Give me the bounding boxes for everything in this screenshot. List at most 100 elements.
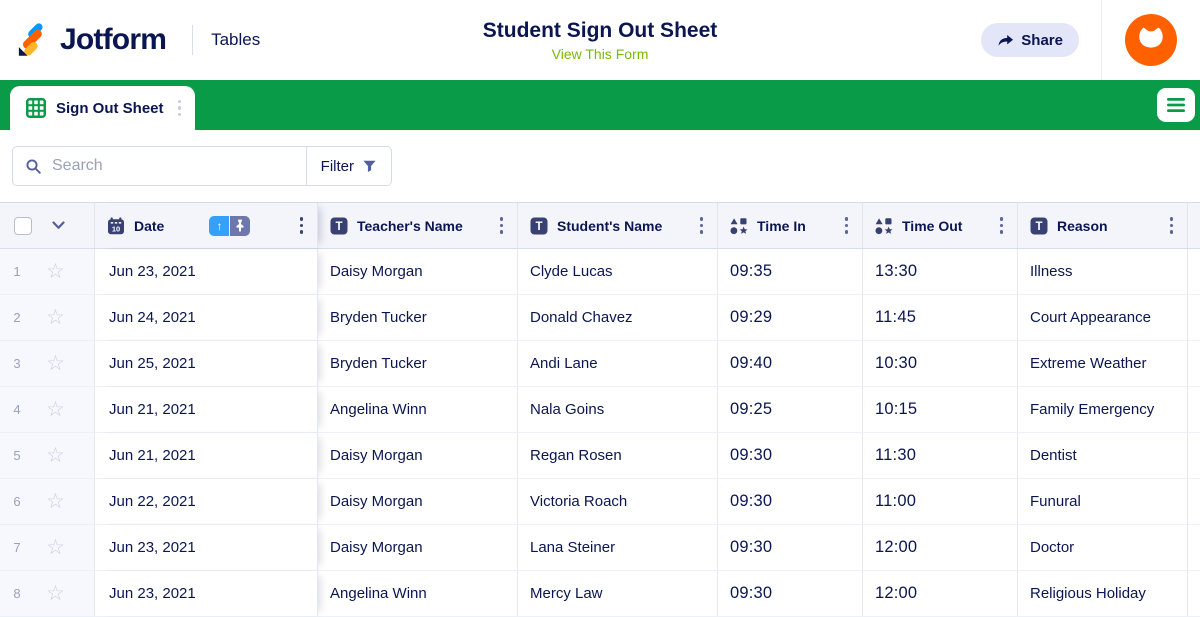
student-name-cell[interactable]: Andi Lane [518, 341, 718, 386]
column-menu-icon[interactable] [496, 214, 507, 238]
date-cell[interactable]: Jun 21, 2021 [95, 387, 318, 432]
student-name-cell[interactable]: Nala Goins [518, 387, 718, 432]
filter-button[interactable]: Filter [305, 147, 391, 185]
sort-ascending-badge[interactable]: ↑ [209, 215, 230, 236]
table-row: 6 ☆ Jun 22, 2021 Daisy Morgan Victoria R… [0, 479, 1200, 525]
partial-cell [1188, 295, 1200, 340]
time-out-cell[interactable]: 12:00 [863, 525, 1018, 570]
column-label: Teacher's Name [357, 217, 463, 234]
date-cell[interactable]: Jun 21, 2021 [95, 433, 318, 478]
column-header-time-in[interactable]: Time In [718, 203, 863, 248]
text-field-icon: T [330, 217, 348, 235]
search-box [13, 147, 306, 185]
time-out-cell[interactable]: 13:30 [863, 249, 1018, 294]
row-number: 5 [13, 448, 21, 463]
favorite-star-icon[interactable]: ☆ [46, 536, 65, 559]
column-menu-icon[interactable] [296, 214, 307, 238]
favorite-star-icon[interactable]: ☆ [46, 306, 65, 329]
brand-area[interactable]: Jotform Tables [0, 21, 260, 59]
date-cell[interactable]: Jun 23, 2021 [95, 525, 318, 570]
time-out-cell[interactable]: 11:30 [863, 433, 1018, 478]
teacher-name-cell[interactable]: Daisy Morgan [318, 433, 518, 478]
tab-menu-icon[interactable] [174, 96, 185, 120]
student-name-cell[interactable]: Lana Steiner [518, 525, 718, 570]
time-out-cell[interactable]: 12:00 [863, 571, 1018, 616]
table-toolbar: Filter [0, 130, 1200, 202]
time-in-cell[interactable]: 09:25 [718, 387, 863, 432]
favorite-star-icon[interactable]: ☆ [46, 352, 65, 375]
favorite-star-icon[interactable]: ☆ [46, 444, 65, 467]
share-button-label: Share [1021, 31, 1063, 49]
column-menu-icon[interactable] [1166, 214, 1177, 238]
time-out-cell[interactable]: 10:15 [863, 387, 1018, 432]
hamburger-icon [1166, 97, 1186, 113]
reason-cell[interactable]: Court Appearance [1018, 295, 1188, 340]
column-menu-icon[interactable] [841, 214, 852, 238]
time-in-cell[interactable]: 09:30 [718, 525, 863, 570]
time-out-cell[interactable]: 11:00 [863, 479, 1018, 524]
share-button[interactable]: Share [981, 23, 1079, 57]
teacher-name-cell[interactable]: Daisy Morgan [318, 525, 518, 570]
time-in-cell[interactable]: 09:29 [718, 295, 863, 340]
widget-icon [730, 217, 748, 235]
column-header-time-out[interactable]: Time Out [863, 203, 1018, 248]
search-input[interactable] [52, 157, 294, 175]
favorite-star-icon[interactable]: ☆ [46, 260, 65, 283]
brand-name: Jotform [60, 23, 167, 56]
favorite-star-icon[interactable]: ☆ [46, 490, 65, 513]
user-avatar[interactable] [1125, 14, 1177, 66]
student-name-cell[interactable]: Clyde Lucas [518, 249, 718, 294]
reason-cell[interactable]: Family Emergency [1018, 387, 1188, 432]
teacher-name-cell[interactable]: Daisy Morgan [318, 249, 518, 294]
student-name-cell[interactable]: Donald Chavez [518, 295, 718, 340]
date-cell[interactable]: Jun 24, 2021 [95, 295, 318, 340]
pin-badge[interactable] [230, 215, 251, 236]
table-row: 7 ☆ Jun 23, 2021 Daisy Morgan Lana Stein… [0, 525, 1200, 571]
reason-cell[interactable]: Dentist [1018, 433, 1188, 478]
top-header: Jotform Tables Student Sign Out Sheet Vi… [0, 0, 1200, 80]
tab-sign-out-sheet[interactable]: Sign Out Sheet [10, 86, 195, 130]
column-header-reason[interactable]: T Reason [1018, 203, 1188, 248]
time-in-cell[interactable]: 09:30 [718, 479, 863, 524]
teacher-name-cell[interactable]: Angelina Winn [318, 571, 518, 616]
student-name-cell[interactable]: Regan Rosen [518, 433, 718, 478]
reason-cell[interactable]: Religious Holiday [1018, 571, 1188, 616]
column-header-date[interactable]: 10 Date ↑ [95, 203, 318, 248]
teacher-name-cell[interactable]: Bryden Tucker [318, 341, 518, 386]
column-header-students-name[interactable]: T Student's Name [518, 203, 718, 248]
time-in-cell[interactable]: 09:30 [718, 433, 863, 478]
page-title: Student Sign Out Sheet [482, 18, 718, 42]
date-cell[interactable]: Jun 23, 2021 [95, 571, 318, 616]
chevron-down-icon[interactable] [52, 221, 65, 230]
favorite-star-icon[interactable]: ☆ [46, 398, 65, 421]
student-name-cell[interactable]: Victoria Roach [518, 479, 718, 524]
column-menu-icon[interactable] [696, 214, 707, 238]
reason-cell[interactable]: Doctor [1018, 525, 1188, 570]
time-out-cell[interactable]: 11:45 [863, 295, 1018, 340]
time-in-cell[interactable]: 09:40 [718, 341, 863, 386]
date-cell[interactable]: Jun 23, 2021 [95, 249, 318, 294]
row-number: 1 [13, 264, 21, 279]
select-all-checkbox[interactable] [14, 216, 32, 235]
calendar-icon: 10 [107, 216, 125, 235]
reason-cell[interactable]: Funural [1018, 479, 1188, 524]
data-table: 10 Date ↑ T Teacher's Name [0, 202, 1200, 617]
favorite-star-icon[interactable]: ☆ [46, 582, 65, 605]
time-in-cell[interactable]: 09:30 [718, 571, 863, 616]
row-select-cell: 1 ☆ [0, 249, 95, 294]
date-cell[interactable]: Jun 22, 2021 [95, 479, 318, 524]
time-out-cell[interactable]: 10:30 [863, 341, 1018, 386]
student-name-cell[interactable]: Mercy Law [518, 571, 718, 616]
teacher-name-cell[interactable]: Angelina Winn [318, 387, 518, 432]
reason-cell[interactable]: Illness [1018, 249, 1188, 294]
view-this-form-link[interactable]: View This Form [551, 45, 649, 62]
column-header-teachers-name[interactable]: T Teacher's Name [318, 203, 518, 248]
teacher-name-cell[interactable]: Daisy Morgan [318, 479, 518, 524]
teacher-name-cell[interactable]: Bryden Tucker [318, 295, 518, 340]
date-cell[interactable]: Jun 25, 2021 [95, 341, 318, 386]
column-menu-icon[interactable] [996, 214, 1007, 238]
partial-cell [1188, 341, 1200, 386]
sheet-list-menu-button[interactable] [1157, 88, 1195, 122]
time-in-cell[interactable]: 09:35 [718, 249, 863, 294]
reason-cell[interactable]: Extreme Weather [1018, 341, 1188, 386]
